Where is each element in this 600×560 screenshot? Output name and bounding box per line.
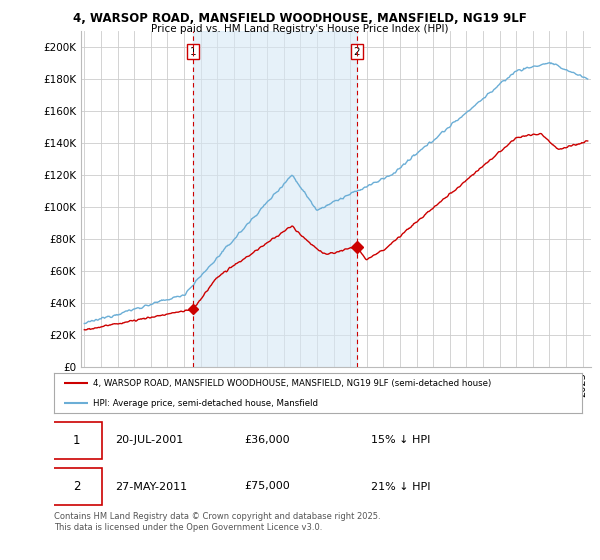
Text: 21% ↓ HPI: 21% ↓ HPI [371, 482, 430, 492]
Text: £75,000: £75,000 [244, 482, 290, 492]
Text: Price paid vs. HM Land Registry's House Price Index (HPI): Price paid vs. HM Land Registry's House … [151, 24, 449, 34]
FancyBboxPatch shape [52, 468, 101, 505]
Text: 1: 1 [190, 46, 196, 57]
Text: Contains HM Land Registry data © Crown copyright and database right 2025.
This d: Contains HM Land Registry data © Crown c… [54, 512, 380, 532]
Text: 4, WARSOP ROAD, MANSFIELD WOODHOUSE, MANSFIELD, NG19 9LF (semi-detached house): 4, WARSOP ROAD, MANSFIELD WOODHOUSE, MAN… [92, 379, 491, 388]
Text: 27-MAY-2011: 27-MAY-2011 [115, 482, 187, 492]
Text: 20-JUL-2001: 20-JUL-2001 [115, 435, 183, 445]
Text: £36,000: £36,000 [244, 435, 290, 445]
Text: 2: 2 [73, 480, 80, 493]
Bar [193, 31, 357, 367]
Text: 2: 2 [353, 46, 360, 57]
Text: HPI: Average price, semi-detached house, Mansfield: HPI: Average price, semi-detached house,… [92, 399, 317, 408]
FancyBboxPatch shape [52, 422, 101, 459]
Text: 15% ↓ HPI: 15% ↓ HPI [371, 435, 430, 445]
Text: 1: 1 [73, 434, 80, 447]
Text: 4, WARSOP ROAD, MANSFIELD WOODHOUSE, MANSFIELD, NG19 9LF: 4, WARSOP ROAD, MANSFIELD WOODHOUSE, MAN… [73, 12, 527, 25]
